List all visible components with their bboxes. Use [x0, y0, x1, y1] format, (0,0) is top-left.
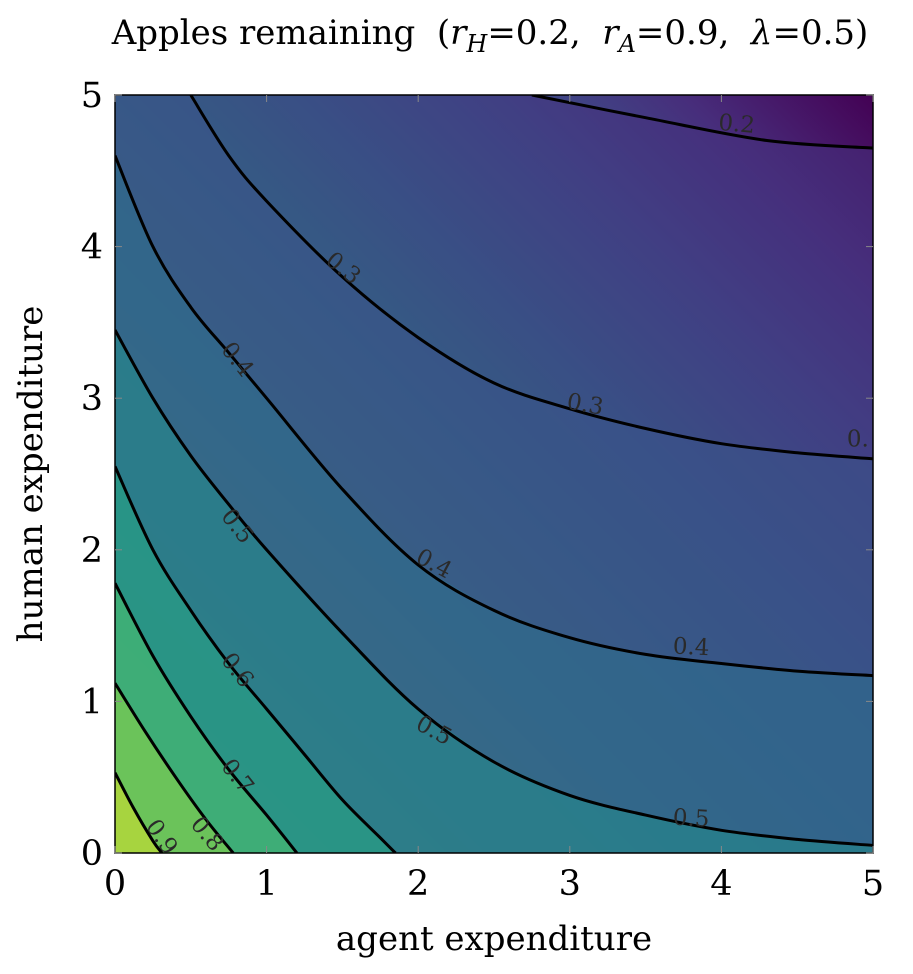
contour-label: 0.2	[717, 110, 756, 139]
contour-line-0.5	[115, 329, 873, 847]
y-tick-label: 3	[81, 379, 103, 419]
contour-label: 0.5	[672, 805, 710, 833]
x-tick-label: 1	[255, 864, 277, 904]
y-tick-label: 0	[81, 834, 103, 874]
x-tick-label: 5	[862, 864, 884, 904]
title-sub-h: H	[465, 30, 488, 58]
contour-line-0.4	[115, 155, 873, 678]
title-prefix: Apples remaining (	[111, 13, 450, 53]
x-tick-label: 0	[104, 864, 126, 904]
band-0.5	[115, 330, 873, 853]
x-axis-label: agent expenditure	[336, 919, 652, 959]
contour-label: 0.	[847, 427, 869, 453]
contour-label: 0.3	[565, 389, 606, 421]
axis-ticks: 0 1 2 3 4 5 0 1 2 3 4 5	[81, 76, 884, 904]
contour-lines	[115, 95, 873, 853]
contour-line-0.2	[531, 95, 873, 150]
title-eq-h: =0.2,	[487, 13, 602, 53]
title-lambda: λ	[749, 13, 773, 53]
title-r-a: r	[602, 13, 620, 53]
band-0.9	[115, 772, 162, 853]
contour-line-0.3	[189, 95, 873, 461]
title-eq-l: =0.5)	[772, 13, 868, 53]
x-tick-label: 3	[559, 864, 581, 904]
title-eq-a: =0.9,	[636, 13, 751, 53]
heatmap-field	[115, 95, 873, 853]
contour-line-0.6	[115, 465, 397, 853]
contour-label: 0.4	[672, 633, 710, 661]
contour-line-0.8	[115, 682, 235, 853]
y-axis-label: human expenditure	[11, 306, 51, 643]
title-sub-a: A	[617, 30, 636, 58]
chart-title: Apples remaining (rH=0.2, rA=0.9, λ=0.5)	[111, 13, 869, 58]
title-r-h: r	[450, 13, 468, 53]
band-0.8	[115, 683, 234, 853]
x-tick-label: 2	[407, 864, 429, 904]
plot-frame	[114, 94, 874, 854]
x-tick-label: 4	[710, 864, 732, 904]
y-tick-label: 4	[81, 228, 103, 268]
contour-line-0.7	[115, 582, 299, 853]
contour-line-0.9	[115, 772, 164, 853]
y-tick-label: 2	[81, 531, 103, 571]
y-tick-label: 1	[81, 682, 103, 722]
y-tick-label: 5	[81, 76, 103, 116]
